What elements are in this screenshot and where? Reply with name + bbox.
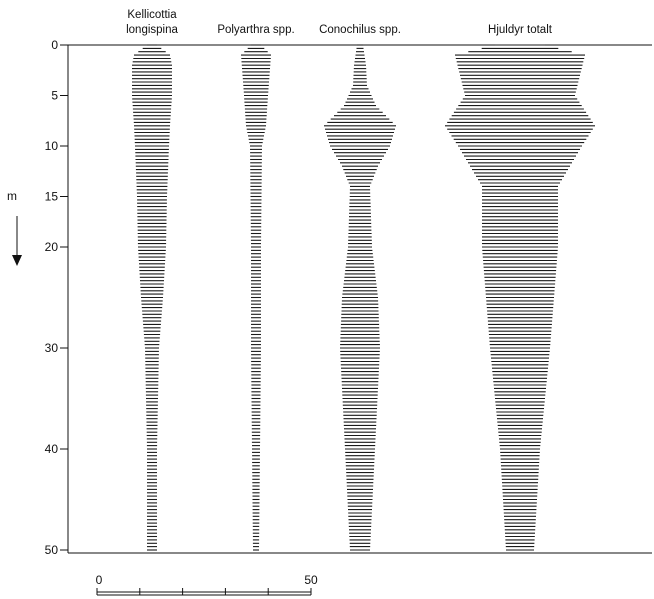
y-tick-label: 30: [45, 341, 59, 355]
y-axis-unit: m: [7, 189, 22, 266]
y-tick-label: 10: [45, 139, 59, 153]
y-tick-label: 20: [45, 240, 59, 254]
series-title: Conochilus spp.: [319, 24, 401, 36]
plot-frame: [67, 44, 652, 554]
series-title: longispina: [126, 24, 178, 36]
scale-bar: 0 50: [96, 573, 318, 596]
y-axis-unit-label: m: [7, 189, 17, 203]
scale-bar-label-end: 50: [304, 573, 318, 587]
series-title: Polyarthra spp.: [217, 24, 294, 36]
scale-bar-label-start: 0: [96, 573, 103, 587]
y-tick-label: 15: [45, 190, 59, 204]
column-titles: Kellicottia longispina Polyarthra spp. Cono…: [126, 9, 553, 36]
y-tick-label: 5: [51, 89, 58, 103]
depth-arrow-icon: [12, 255, 22, 266]
series-title: Kellicottia: [127, 9, 177, 21]
y-tick-label: 50: [45, 543, 59, 557]
y-axis-ticks: 0 5 10 15 20 30 40 50: [45, 38, 68, 557]
series-bars: [445, 44, 595, 551]
bar-profiles: [132, 44, 595, 551]
series-bars: [241, 44, 271, 551]
y-tick-label: 0: [51, 38, 58, 52]
series-bars: [132, 44, 172, 551]
y-tick-label: 40: [45, 442, 59, 456]
series-title: Hjuldyr totalt: [488, 24, 553, 36]
series-bars: [324, 44, 396, 551]
